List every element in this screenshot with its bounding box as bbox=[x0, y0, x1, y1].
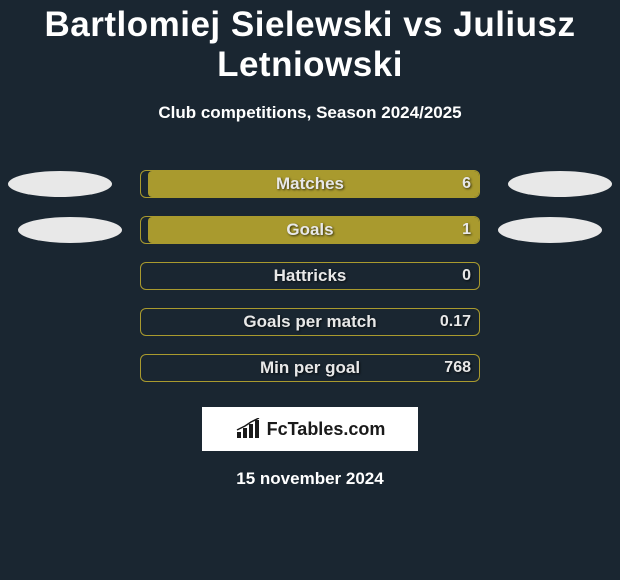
logo-inner: FcTables.com bbox=[235, 418, 386, 440]
stat-label: Goals per match bbox=[243, 312, 376, 332]
stat-row: Goals 1 bbox=[0, 207, 620, 253]
logo-text: FcTables.com bbox=[267, 419, 386, 440]
page-title: Bartlomiej Sielewski vs Juliusz Letniows… bbox=[0, 5, 620, 85]
chart-icon bbox=[235, 418, 263, 440]
stat-label: Goals bbox=[286, 220, 333, 240]
source-logo: FcTables.com bbox=[202, 407, 418, 451]
stat-label: Hattricks bbox=[274, 266, 347, 286]
value-right: 768 bbox=[444, 359, 471, 377]
value-right: 0.17 bbox=[440, 313, 471, 331]
player-left-marker bbox=[18, 217, 122, 243]
chart-area: Matches 6 Goals 1 Hattricks 0 bbox=[0, 161, 620, 391]
player-right-marker bbox=[498, 217, 602, 243]
player-left-marker bbox=[8, 171, 112, 197]
stat-label: Min per goal bbox=[260, 358, 360, 378]
value-right: 6 bbox=[462, 175, 471, 193]
stat-row: Matches 6 bbox=[0, 161, 620, 207]
subtitle: Club competitions, Season 2024/2025 bbox=[0, 103, 620, 123]
player-right-marker bbox=[508, 171, 612, 197]
value-right: 1 bbox=[462, 221, 471, 239]
comparison-infographic: Bartlomiej Sielewski vs Juliusz Letniows… bbox=[0, 0, 620, 489]
value-right: 0 bbox=[462, 267, 471, 285]
stat-row: Hattricks 0 bbox=[0, 253, 620, 299]
date-text: 15 november 2024 bbox=[0, 469, 620, 489]
stat-label: Matches bbox=[276, 174, 344, 194]
bar-track: Min per goal 768 bbox=[140, 354, 480, 382]
bar-track: Goals 1 bbox=[140, 216, 480, 244]
bar-track: Hattricks 0 bbox=[140, 262, 480, 290]
stat-row: Min per goal 768 bbox=[0, 345, 620, 391]
bar-track: Goals per match 0.17 bbox=[140, 308, 480, 336]
bar-track: Matches 6 bbox=[140, 170, 480, 198]
stat-row: Goals per match 0.17 bbox=[0, 299, 620, 345]
